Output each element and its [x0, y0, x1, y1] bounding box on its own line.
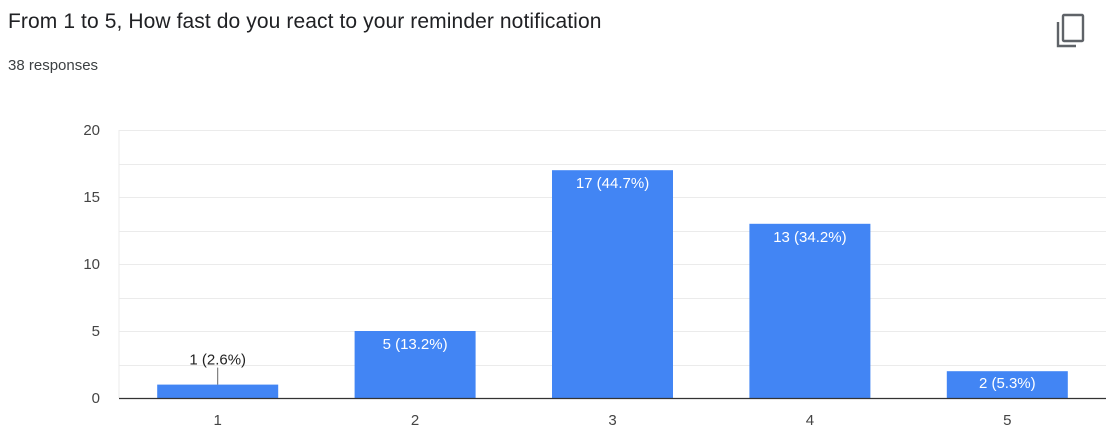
response-count: 38 responses: [8, 57, 99, 74]
bar: [354, 331, 476, 398]
data-label: 1 (2.6%): [189, 352, 246, 369]
bar: [157, 384, 279, 398]
data-label: 5 (13.2%): [383, 336, 448, 353]
x-tick-label: 1: [214, 412, 222, 429]
data-label: 13 (34.2%): [773, 229, 846, 246]
bar: [552, 170, 673, 398]
x-tick-label: 4: [806, 412, 814, 429]
y-tick-label: 15: [83, 189, 100, 206]
question-title: From 1 to 5, How fast do you react to yo…: [8, 10, 602, 33]
x-tick-label: 2: [411, 412, 419, 429]
x-tick-label: 5: [1003, 412, 1011, 429]
copy-icon: [1050, 10, 1090, 50]
y-tick-label: 5: [92, 323, 100, 340]
data-label: 17 (44.7%): [576, 175, 649, 192]
y-tick-label: 10: [83, 256, 100, 273]
copy-chart-button[interactable]: [1050, 10, 1090, 50]
data-label: 2 (5.3%): [979, 375, 1036, 392]
bar: [946, 371, 1068, 398]
y-tick-label: 20: [83, 122, 100, 139]
y-tick-label: 0: [92, 390, 100, 407]
x-tick-label: 3: [608, 412, 616, 429]
bar: [749, 223, 871, 398]
